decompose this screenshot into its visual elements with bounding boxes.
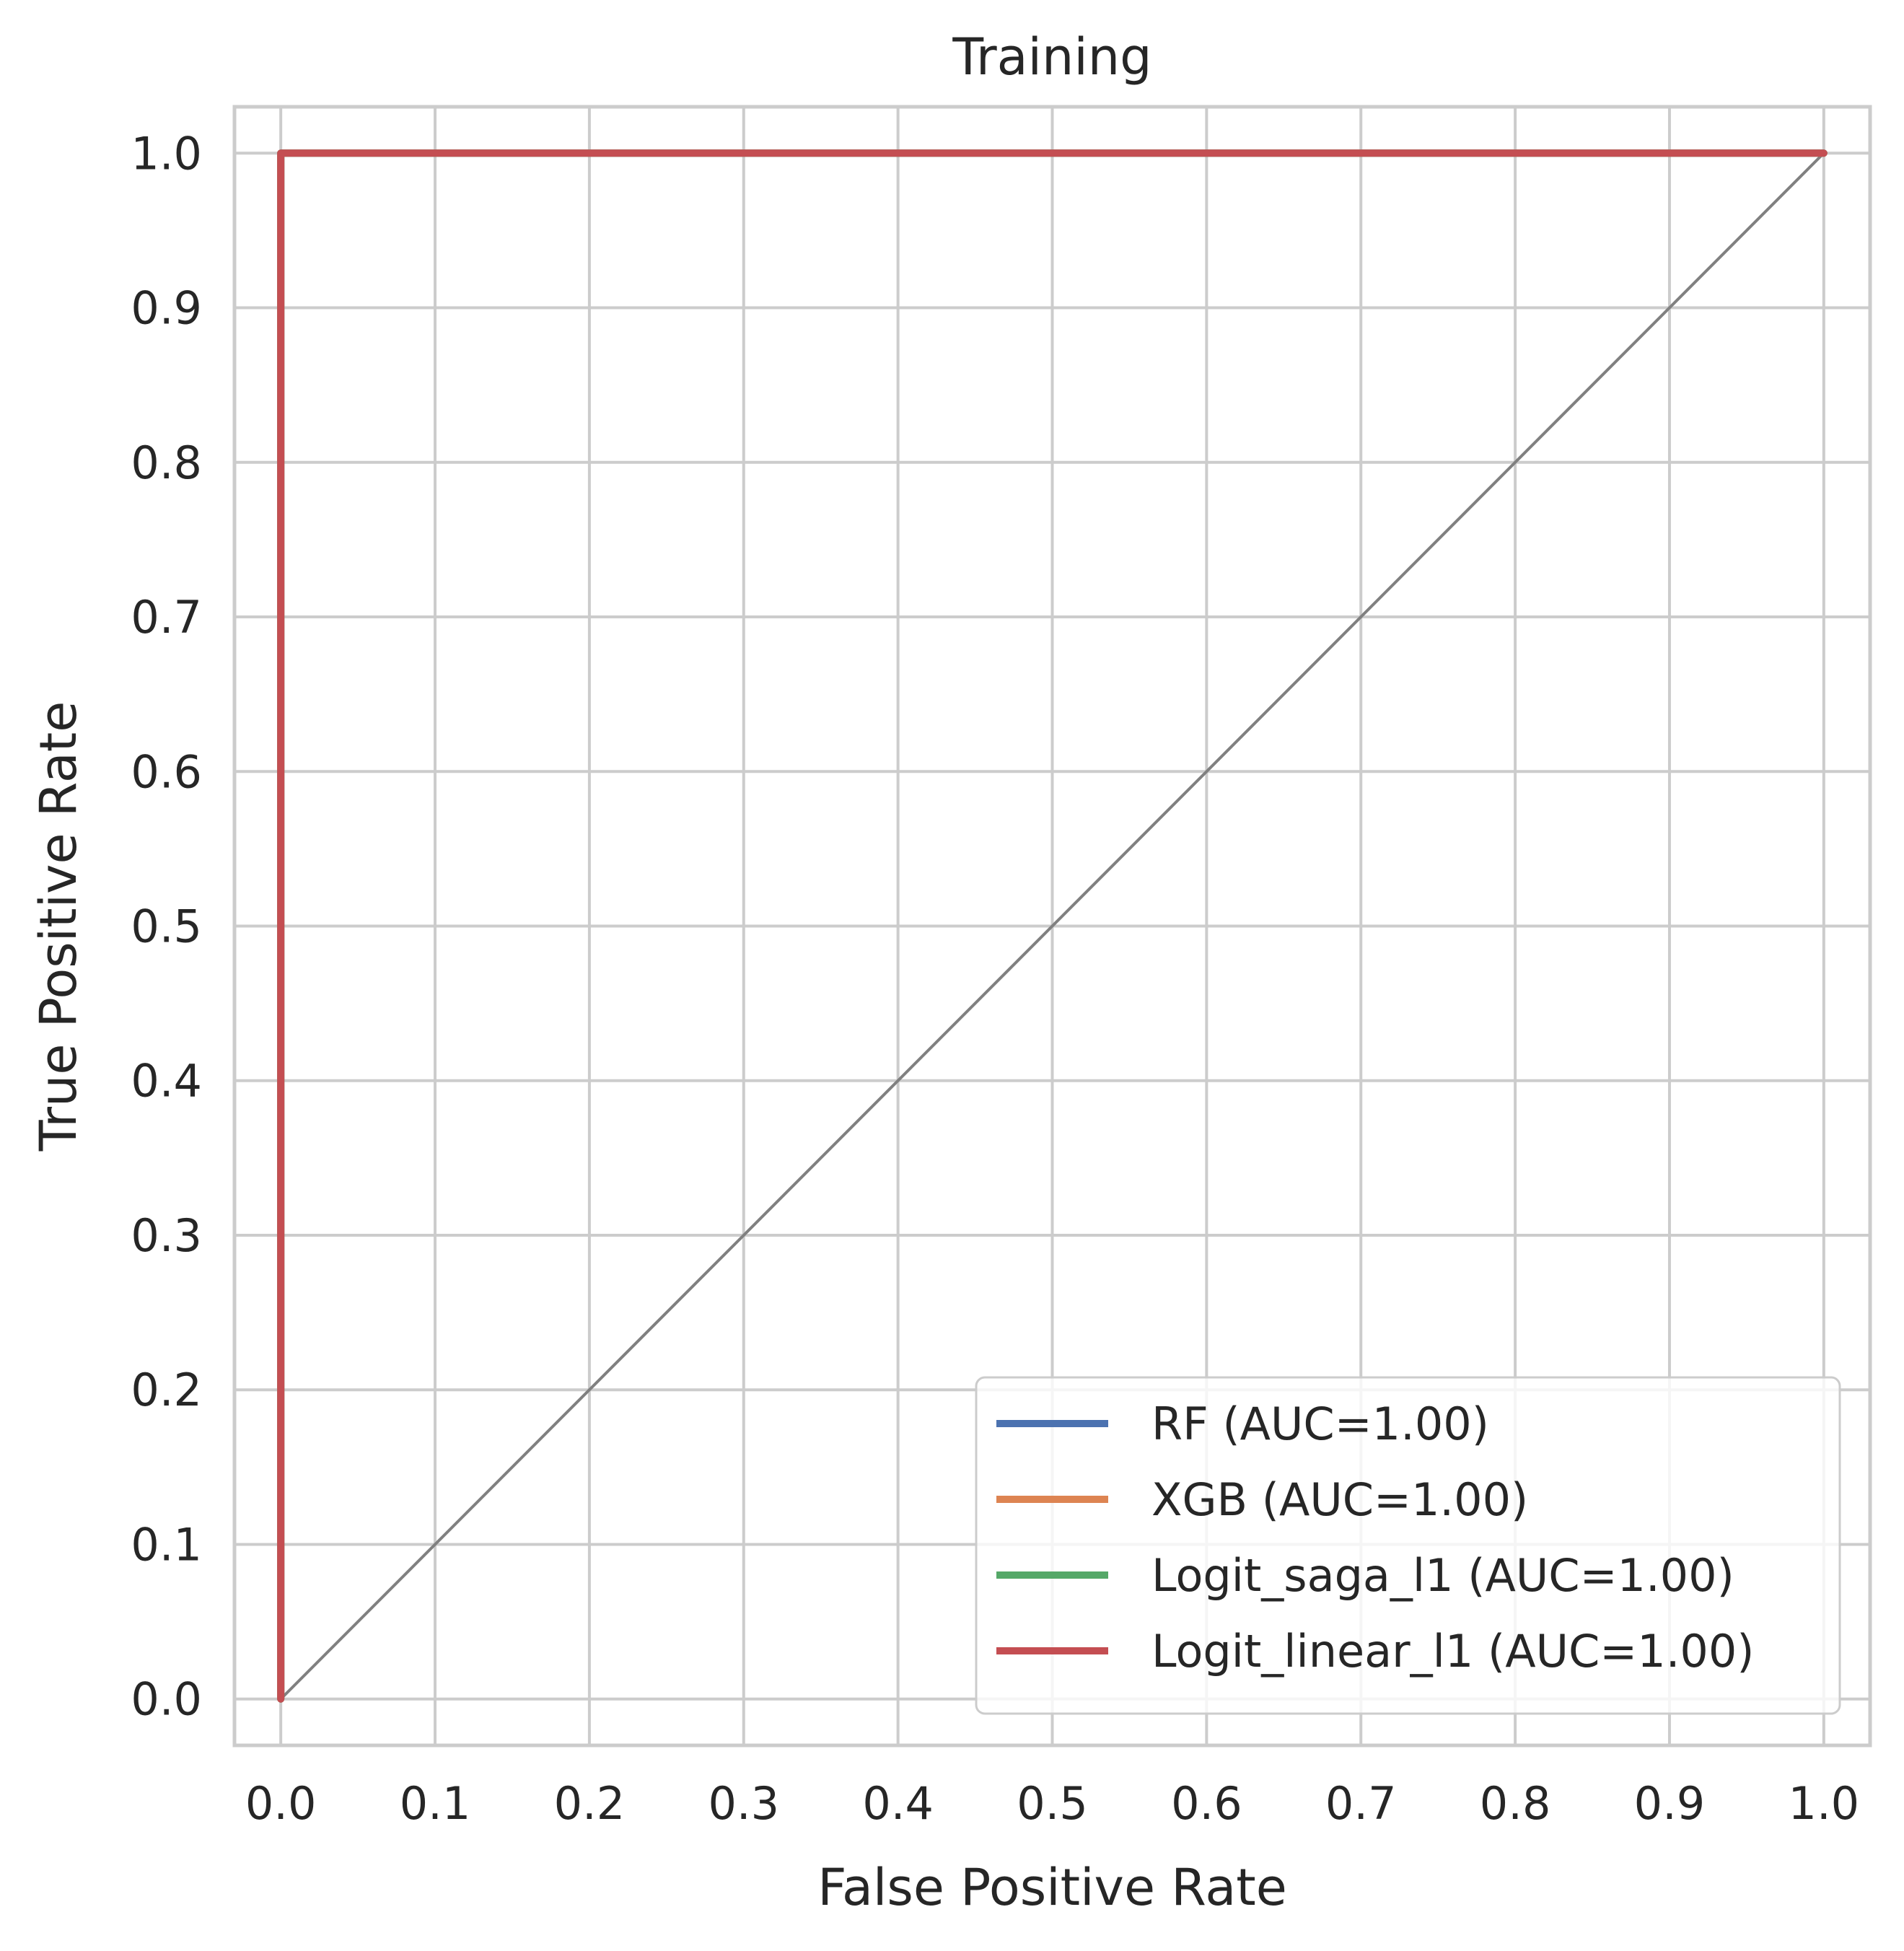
x-axis-label: False Positive Rate bbox=[817, 1858, 1287, 1917]
x-tick-label: 0.8 bbox=[1480, 1777, 1551, 1830]
x-tick-label: 0.5 bbox=[1017, 1777, 1088, 1830]
legend-box bbox=[975, 1376, 1841, 1715]
x-tick-labels: 0.0 0.1 0.2 0.3 0.4 0.5 0.6 0.7 0.8 0.9 1.0 bbox=[245, 1777, 1859, 1830]
x-tick-label: 0.4 bbox=[862, 1777, 934, 1830]
series-layer bbox=[277, 149, 1828, 1703]
y-tick-label: 0.7 bbox=[131, 591, 202, 644]
x-tick-label: 0.9 bbox=[1634, 1777, 1706, 1830]
reference-line-layer bbox=[279, 152, 1825, 1701]
axes-frame bbox=[232, 105, 1872, 1748]
y-axis-label: True Positive Rate bbox=[29, 701, 88, 1152]
x-tick-label: 0.3 bbox=[708, 1777, 779, 1830]
x-tick-label: 0.0 bbox=[245, 1777, 317, 1830]
y-tick-label: 0.1 bbox=[131, 1518, 202, 1571]
y-tick-label: 0.0 bbox=[131, 1673, 202, 1726]
roc-series-line-4 bbox=[277, 149, 1828, 1703]
legend-label-3: Logit_saga_l1 (AUC=1.00) bbox=[1151, 1549, 1734, 1602]
chart-title: Training bbox=[952, 27, 1151, 87]
y-tick-label: 0.4 bbox=[131, 1055, 202, 1108]
chance-diagonal-line bbox=[279, 152, 1825, 1701]
y-tick-label: 0.6 bbox=[131, 745, 202, 798]
y-tick-label: 0.2 bbox=[131, 1364, 202, 1416]
y-tick-label: 0.3 bbox=[131, 1209, 202, 1262]
x-tick-label: 0.1 bbox=[400, 1777, 471, 1830]
legend: RF (AUC=1.00) XGB (AUC=1.00) Logit_saga_l1… bbox=[975, 1376, 1841, 1715]
legend-label-1: RF (AUC=1.00) bbox=[1151, 1398, 1489, 1450]
x-tick-label: 1.0 bbox=[1789, 1777, 1860, 1830]
x-tick-label: 0.2 bbox=[554, 1777, 626, 1830]
x-tick-label: 0.7 bbox=[1325, 1777, 1397, 1830]
y-tick-label: 0.8 bbox=[131, 437, 202, 489]
y-tick-label: 1.0 bbox=[131, 127, 202, 180]
y-tick-label: 0.9 bbox=[131, 282, 202, 335]
legend-label-2: XGB (AUC=1.00) bbox=[1151, 1473, 1528, 1526]
y-tick-labels: 0.0 0.1 0.2 0.3 0.4 0.5 0.6 0.7 0.8 0.9 1.0 bbox=[131, 127, 202, 1725]
y-tick-label: 0.5 bbox=[131, 900, 202, 953]
legend-label-4: Logit_linear_l1 (AUC=1.00) bbox=[1151, 1625, 1755, 1678]
x-tick-label: 0.6 bbox=[1171, 1777, 1242, 1830]
